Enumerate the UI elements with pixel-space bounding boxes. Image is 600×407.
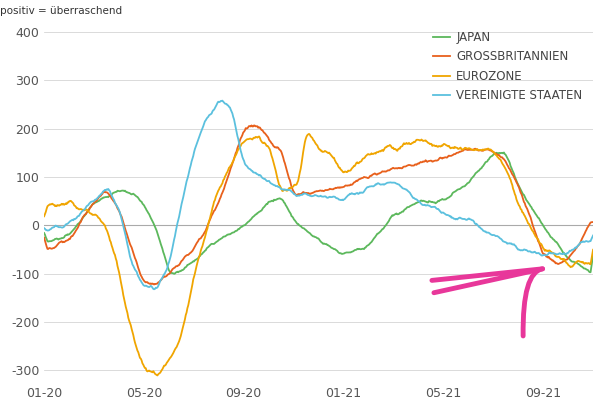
EUROZONE bbox=[305, 131, 313, 136]
EUROZONE bbox=[366, 152, 373, 157]
EUROZONE bbox=[589, 247, 596, 252]
VEREINIGTE STAATEN bbox=[41, 226, 48, 231]
JAPAN bbox=[41, 231, 48, 236]
GROSSBRITANNIEN bbox=[55, 241, 62, 246]
Line: EUROZONE: EUROZONE bbox=[44, 134, 593, 375]
VEREINIGTE STAATEN bbox=[151, 287, 158, 292]
JAPAN bbox=[55, 237, 62, 242]
GROSSBRITANNIEN bbox=[250, 123, 257, 128]
EUROZONE bbox=[154, 373, 161, 378]
VEREINIGTE STAATEN bbox=[55, 225, 62, 230]
GROSSBRITANNIEN bbox=[258, 127, 265, 132]
JAPAN bbox=[257, 208, 265, 213]
Text: positiv = überraschend: positiv = überraschend bbox=[0, 7, 122, 16]
JAPAN bbox=[500, 150, 508, 155]
GROSSBRITANNIEN bbox=[589, 219, 596, 224]
Line: VEREINIGTE STAATEN: VEREINIGTE STAATEN bbox=[44, 101, 593, 289]
EUROZONE bbox=[257, 138, 265, 142]
GROSSBRITANNIEN bbox=[176, 261, 184, 266]
GROSSBRITANNIEN bbox=[151, 282, 158, 287]
JAPAN bbox=[176, 269, 184, 274]
GROSSBRITANNIEN bbox=[366, 174, 373, 179]
EUROZONE bbox=[110, 251, 118, 256]
EUROZONE bbox=[176, 337, 184, 341]
JAPAN bbox=[110, 190, 118, 195]
Line: GROSSBRITANNIEN: GROSSBRITANNIEN bbox=[44, 125, 593, 284]
GROSSBRITANNIEN bbox=[110, 199, 118, 204]
Line: JAPAN: JAPAN bbox=[44, 153, 593, 274]
VEREINIGTE STAATEN bbox=[110, 198, 118, 203]
Legend: JAPAN, GROSSBRITANNIEN, EUROZONE, VEREINIGTE STAATEN: JAPAN, GROSSBRITANNIEN, EUROZONE, VEREIN… bbox=[428, 26, 587, 107]
JAPAN bbox=[589, 253, 596, 258]
VEREINIGTE STAATEN bbox=[589, 233, 596, 238]
VEREINIGTE STAATEN bbox=[176, 210, 184, 215]
GROSSBRITANNIEN bbox=[161, 274, 169, 279]
VEREINIGTE STAATEN bbox=[258, 175, 265, 179]
EUROZONE bbox=[161, 363, 169, 368]
JAPAN bbox=[365, 242, 373, 247]
VEREINIGTE STAATEN bbox=[366, 184, 373, 189]
EUROZONE bbox=[41, 214, 48, 219]
VEREINIGTE STAATEN bbox=[161, 271, 169, 276]
VEREINIGTE STAATEN bbox=[219, 98, 226, 103]
JAPAN bbox=[160, 252, 167, 257]
GROSSBRITANNIEN bbox=[41, 235, 48, 240]
EUROZONE bbox=[55, 203, 62, 208]
JAPAN bbox=[170, 271, 178, 276]
